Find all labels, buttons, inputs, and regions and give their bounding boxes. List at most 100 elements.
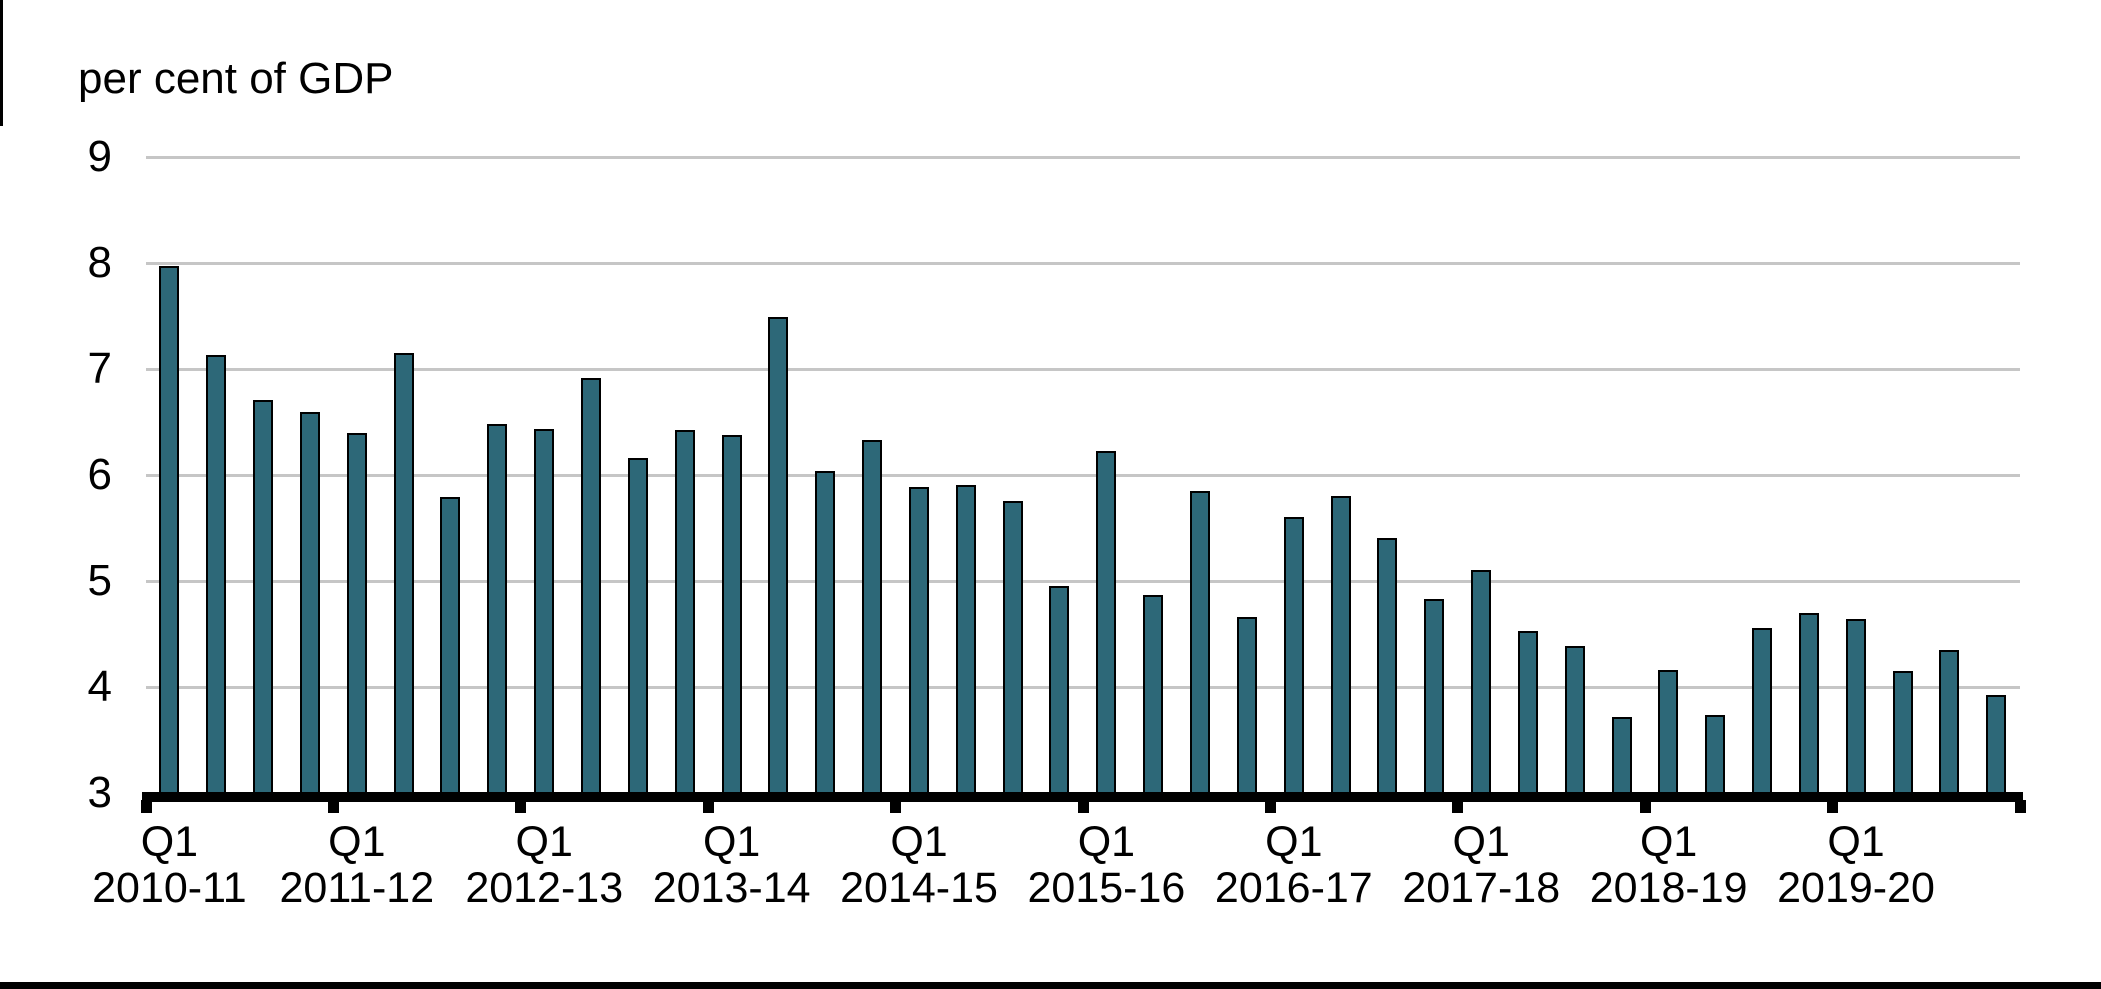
bar-slot (1270, 157, 1317, 793)
bar (1002, 500, 1023, 793)
bars-container (146, 157, 2020, 793)
x-axis-quarter-label: Q1 (140, 818, 199, 866)
bar (1658, 670, 1679, 793)
x-axis-year-label: 2018-19 (1589, 864, 1748, 912)
gridline (146, 262, 2020, 265)
bar (1564, 645, 1585, 793)
bar-slot (1973, 157, 2020, 793)
bar (1330, 496, 1351, 793)
bar-slot (1130, 157, 1177, 793)
bar-slot (287, 157, 334, 793)
bar-slot (989, 157, 1036, 793)
bar (1611, 716, 1632, 793)
x-axis-year-label: 2019-20 (1777, 864, 1935, 912)
bar-slot (146, 157, 193, 793)
x-axis-tick (1827, 800, 1839, 813)
gridline (146, 368, 2020, 371)
x-axis-year-label: 2013-14 (652, 864, 811, 912)
window-edge-bottom (0, 982, 2101, 989)
bar (768, 317, 789, 793)
bar-slot (614, 157, 661, 793)
y-axis-tick-label: 8 (87, 238, 112, 287)
bar (1798, 612, 1819, 793)
bar-slot (1645, 157, 1692, 793)
x-axis-tick (1264, 800, 1276, 813)
bar-slot (1223, 157, 1270, 793)
bar (206, 355, 227, 793)
bar-slot (1458, 157, 1505, 793)
bar (393, 353, 414, 793)
x-axis-tick (515, 800, 527, 813)
bar-slot (661, 157, 708, 793)
gridline (146, 580, 2020, 583)
bar-slot (1551, 157, 1598, 793)
x-axis-tick (2014, 800, 2026, 813)
x-axis-tick (890, 800, 902, 813)
x-axis-year-label: 2016-17 (1214, 864, 1373, 912)
x-axis-quarter-label: Q1 (890, 818, 948, 866)
bar (159, 266, 180, 793)
bar-slot (568, 157, 615, 793)
x-axis-year-label: 2015-16 (1027, 864, 1186, 912)
bar (815, 470, 836, 793)
bar-slot (1832, 157, 1879, 793)
x-axis-quarter-label: Q1 (702, 818, 761, 866)
bar (487, 424, 508, 793)
bar-slot (1598, 157, 1645, 793)
bar (1283, 516, 1304, 793)
bar-slot (1926, 157, 1973, 793)
x-axis-tick (1452, 800, 1464, 813)
bar-slot (708, 157, 755, 793)
x-axis-tick (702, 800, 714, 813)
bar (1517, 630, 1538, 793)
bar (674, 429, 695, 793)
bar (1752, 627, 1773, 793)
bar (581, 377, 602, 793)
x-axis-year-label: 2010-11 (92, 864, 247, 912)
bar-slot (1879, 157, 1926, 793)
x-axis-tick (1639, 800, 1651, 813)
bar (627, 458, 648, 793)
bar-slot (193, 157, 240, 793)
x-axis-year-label: 2014-15 (840, 864, 998, 912)
y-axis-tick-label: 6 (87, 450, 112, 499)
bar (1236, 617, 1257, 793)
bar-slot (1504, 157, 1551, 793)
bar (1377, 537, 1398, 793)
x-axis-quarter-label: Q1 (1265, 818, 1323, 866)
bar-slot (1177, 157, 1224, 793)
bar-slot (1036, 157, 1083, 793)
bar (1845, 619, 1866, 793)
bar (1705, 714, 1726, 793)
bar-slot (1692, 157, 1739, 793)
bar (1143, 594, 1164, 793)
bar-slot (427, 157, 474, 793)
bar-slot (896, 157, 943, 793)
x-axis-year-label: 2017-18 (1402, 864, 1561, 912)
bar-slot (1317, 157, 1364, 793)
bar-slot (1364, 157, 1411, 793)
gridline (146, 474, 2020, 477)
bar-slot (474, 157, 521, 793)
bar-slot (1739, 157, 1786, 793)
bar-slot (240, 157, 287, 793)
y-axis-tick-label: 7 (87, 344, 112, 393)
bar (721, 434, 742, 793)
bar (1892, 671, 1913, 793)
gridline (146, 686, 2020, 689)
window-edge-left (0, 0, 3, 126)
bar (1424, 599, 1445, 793)
bar (908, 486, 929, 793)
bar (862, 440, 883, 793)
bar-slot (1411, 157, 1458, 793)
x-axis-quarter-label: Q1 (515, 818, 573, 866)
bar-slot (942, 157, 989, 793)
bar-slot (802, 157, 849, 793)
chart-title: per cent of GDP (78, 54, 394, 103)
y-axis-tick-label: 3 (87, 768, 112, 817)
bar-slot (849, 157, 896, 793)
bar-slot (1083, 157, 1130, 793)
bar-slot (521, 157, 568, 793)
gridline (146, 156, 2020, 159)
